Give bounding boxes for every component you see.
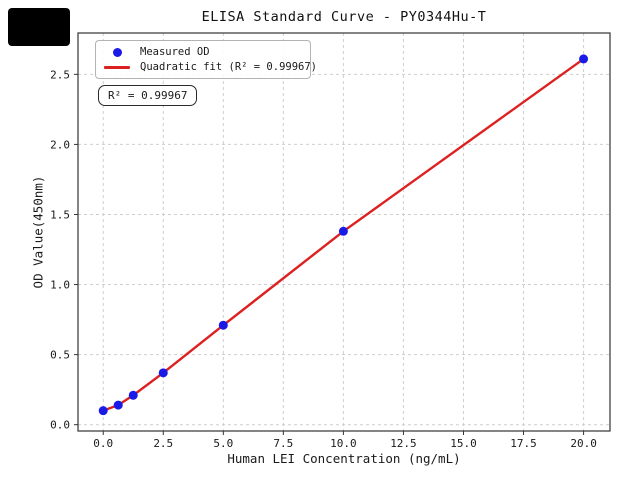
data-point (338, 226, 348, 236)
y-tick-label: 1.0 (50, 279, 70, 292)
black-redaction-box (8, 8, 70, 46)
data-point (218, 320, 228, 330)
data-point (579, 54, 589, 64)
y-tick-label: 2.0 (50, 138, 70, 151)
legend-item-measured-od: Measured OD (100, 46, 306, 58)
legend-item-quadratic-fit: Quadratic fit (R² = 0.99967) (100, 61, 317, 73)
data-point (113, 400, 123, 410)
x-tick-label: 17.5 (510, 437, 537, 450)
legend-label-measured-od: Measured OD (140, 46, 210, 58)
x-tick-label: 15.0 (450, 437, 477, 450)
y-tick-label: 0.5 (50, 349, 70, 362)
axes-spines (77, 32, 611, 432)
y-tick-label: 0.0 (50, 419, 70, 432)
legend-marker-dot-icon (112, 47, 122, 57)
r-squared-annotation: R² = 0.99967 (98, 85, 198, 106)
data-point (128, 390, 138, 400)
x-tick-label: 10.0 (330, 437, 357, 450)
data-point (98, 406, 108, 416)
legend: Measured OD Quadratic fit (R² = 0.99967) (95, 40, 317, 79)
x-tick-label: 0.0 (93, 437, 113, 450)
y-axis-label: OD Value(450nm) (30, 175, 46, 289)
data-point (158, 368, 168, 378)
x-tick-label: 5.0 (213, 437, 233, 450)
x-tick-label: 2.5 (153, 437, 173, 450)
legend-marker-line-icon (104, 65, 130, 69)
chart-title: ELISA Standard Curve - PY0344Hu-T (201, 9, 487, 25)
x-tick-label: 20.0 (570, 437, 597, 450)
y-tick-label: 1.5 (50, 208, 70, 221)
x-tick-label: 12.5 (390, 437, 417, 450)
x-axis-label: Human LEI Concentration (ng/mL) (227, 451, 461, 466)
y-tick-label: 2.5 (50, 68, 70, 81)
x-tick-label: 7.5 (273, 437, 293, 450)
legend-label-quadratic-fit: Quadratic fit (R² = 0.99967) (140, 61, 318, 73)
